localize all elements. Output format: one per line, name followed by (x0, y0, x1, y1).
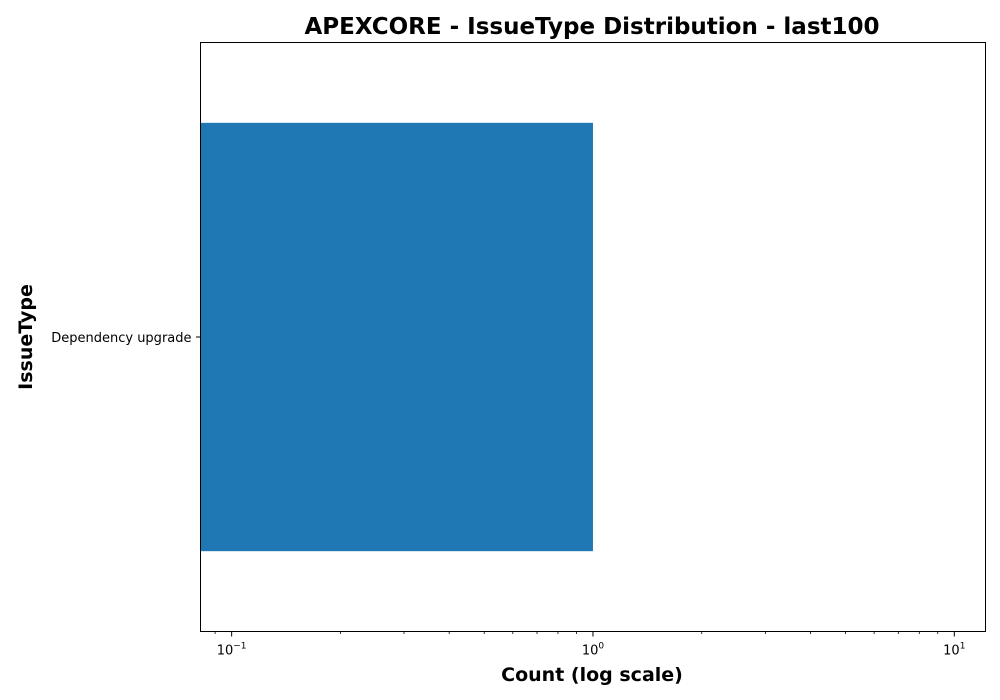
bar-dependency-upgrade (200, 122, 593, 552)
x-axis-label: Count (log scale) (501, 664, 683, 686)
y-axis-label: IssueType (15, 284, 37, 390)
y-tick-label: Dependency upgrade (51, 331, 191, 346)
plot-frame (200, 42, 986, 632)
x-tick-label: 101 (943, 642, 965, 659)
x-tick-label: 10−1 (217, 642, 247, 659)
chart-title: APEXCORE - IssueType Distribution - last… (304, 14, 879, 40)
x-tick-label: 100 (582, 642, 605, 659)
bars-group (200, 122, 593, 552)
